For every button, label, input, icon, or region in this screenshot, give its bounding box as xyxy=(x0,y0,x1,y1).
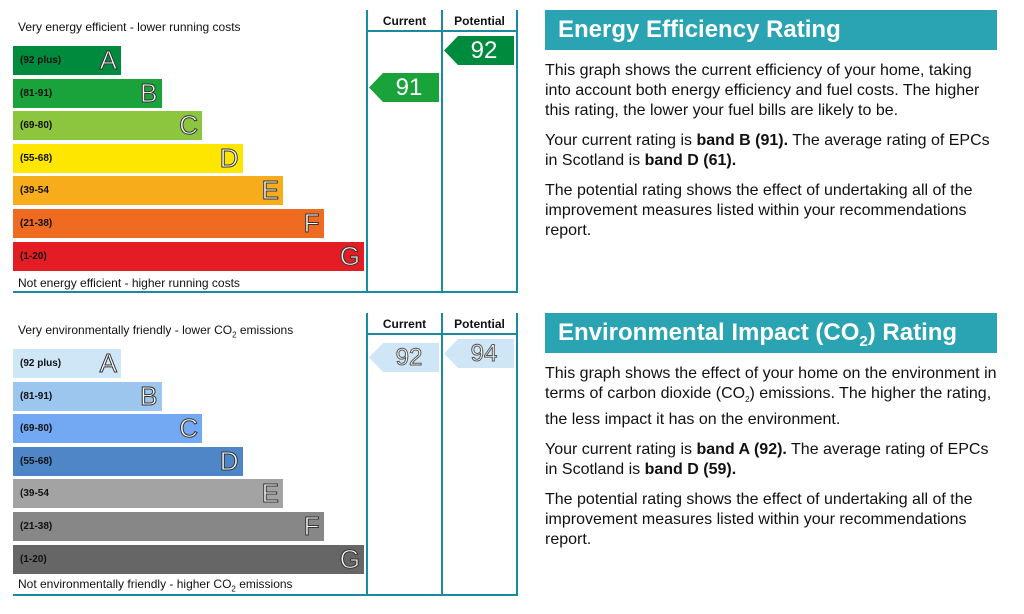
arrow-polygon xyxy=(369,343,439,372)
band-range: (92 plus) xyxy=(20,358,62,369)
arrow-shape xyxy=(444,36,514,65)
band-letter: F xyxy=(303,208,320,238)
bottom-note: Not energy efficient - higher running co… xyxy=(18,276,240,290)
top-note: Very energy efficient - lower running co… xyxy=(18,20,241,34)
band-letter: E xyxy=(261,478,279,509)
rating-band-d: (55-68) D xyxy=(13,445,243,476)
rating-band-f: (21-38) F xyxy=(13,511,324,541)
description-paragraph: This graph shows the current efficiency … xyxy=(545,62,980,119)
arrow-polygon xyxy=(444,339,514,368)
band-range: (21-38) xyxy=(20,521,53,532)
band-range: (39-54 xyxy=(20,488,49,500)
band-range: (81-91) xyxy=(20,87,53,99)
arrow-shape xyxy=(369,343,439,372)
rating-band-g: (1-20) G xyxy=(13,543,364,574)
potential-column-header: Potential xyxy=(454,317,505,331)
band-letter: A xyxy=(99,348,117,378)
panel-title: Environmental Impact (CO2) Rating xyxy=(545,313,997,353)
rating-band-c: (69-80) C xyxy=(13,413,202,444)
band-range: (55-68) xyxy=(20,152,53,164)
column-divider xyxy=(441,313,443,596)
band-range: (1-20) xyxy=(20,553,47,565)
rating-band-a: (92 plus) A xyxy=(13,45,121,75)
band-letter: F xyxy=(303,511,320,541)
rating-value: 92 xyxy=(395,344,423,372)
band-letter: C xyxy=(179,413,199,444)
rating-band-d: (55-68) D xyxy=(13,142,243,173)
potential-rating-arrow: 94 xyxy=(444,339,514,368)
rating-band-e: (39-54 E xyxy=(13,478,283,509)
band-letter: D xyxy=(219,445,239,476)
potential-column-header: Potential xyxy=(454,14,505,28)
current-rating-arrow: 91 xyxy=(369,72,439,102)
rating-value: 92 xyxy=(470,37,498,64)
rating-band-b: (81-91) B xyxy=(13,380,162,411)
band-range: (39-54 xyxy=(20,185,49,197)
band-range: (69-80) xyxy=(20,120,53,132)
energy-efficiency-chart: Current Potential Very energy efficient … xyxy=(13,10,518,293)
potential-rating-paragraph: The potential rating shows the effect of… xyxy=(545,182,973,239)
chart-frame xyxy=(13,10,518,293)
column-divider xyxy=(516,10,518,293)
rating-band-b: (81-91) B xyxy=(13,77,162,108)
band-range: (21-38) xyxy=(20,218,53,229)
band-range: (69-80) xyxy=(20,423,53,435)
rating-band-c: (69-80) C xyxy=(13,110,202,141)
column-divider xyxy=(516,313,518,596)
rating-value: 91 xyxy=(395,73,423,101)
panel-title: Energy Efficiency Rating xyxy=(545,10,997,50)
current-rating-paragraph: Your current rating is band A (92). The … xyxy=(545,441,989,479)
current-column-header: Current xyxy=(382,317,427,331)
environmental-impact-chart: Current Potential Very environmentally f… xyxy=(13,313,518,596)
description-paragraph: This graph shows the effect of your home… xyxy=(545,365,997,429)
column-divider xyxy=(441,10,443,293)
current-column-header: Current xyxy=(382,14,427,28)
header-rule xyxy=(366,333,518,335)
current-rating-paragraph: Your current rating is band B (91). The … xyxy=(545,132,990,169)
band-letter: A xyxy=(99,45,117,75)
band-range: (92 plus) xyxy=(20,55,62,66)
environmental-impact-panel: Environmental Impact (CO2) Rating This g… xyxy=(545,313,997,550)
chart-frame xyxy=(13,313,518,596)
band-letter: C xyxy=(179,110,199,141)
rating-band-g: (1-20) G xyxy=(13,240,364,271)
arrow-polygon xyxy=(444,36,514,65)
band-letter: B xyxy=(140,380,158,411)
column-divider xyxy=(366,10,368,293)
column-divider xyxy=(366,313,368,596)
potential-rating-paragraph: The potential rating shows the effect of… xyxy=(545,491,973,549)
band-range: (55-68) xyxy=(20,455,53,467)
band-range: (1-20) xyxy=(20,250,47,262)
rating-band-f: (21-38) F xyxy=(13,208,324,238)
band-letter: G xyxy=(339,240,360,271)
arrow-polygon xyxy=(369,72,439,102)
rating-value: 94 xyxy=(470,340,498,368)
potential-rating-arrow: 92 xyxy=(444,36,514,65)
arrow-shape xyxy=(444,339,514,368)
band-letter: E xyxy=(261,175,279,206)
energy-efficiency-panel: Energy Efficiency Rating This graph show… xyxy=(545,10,997,241)
rating-band-e: (39-54 E xyxy=(13,175,283,206)
bottom-note: Not environmentally friendly - higher CO… xyxy=(18,576,293,593)
band-letter: G xyxy=(339,543,360,574)
band-letter: D xyxy=(219,142,239,173)
rating-band-a: (92 plus) A xyxy=(13,348,121,378)
band-letter: B xyxy=(140,77,158,108)
arrow-shape xyxy=(369,72,439,102)
header-rule xyxy=(366,30,518,32)
band-range: (81-91) xyxy=(20,390,53,402)
current-rating-arrow: 92 xyxy=(369,343,439,372)
top-note: Very environmentally friendly - lower CO… xyxy=(18,323,294,340)
